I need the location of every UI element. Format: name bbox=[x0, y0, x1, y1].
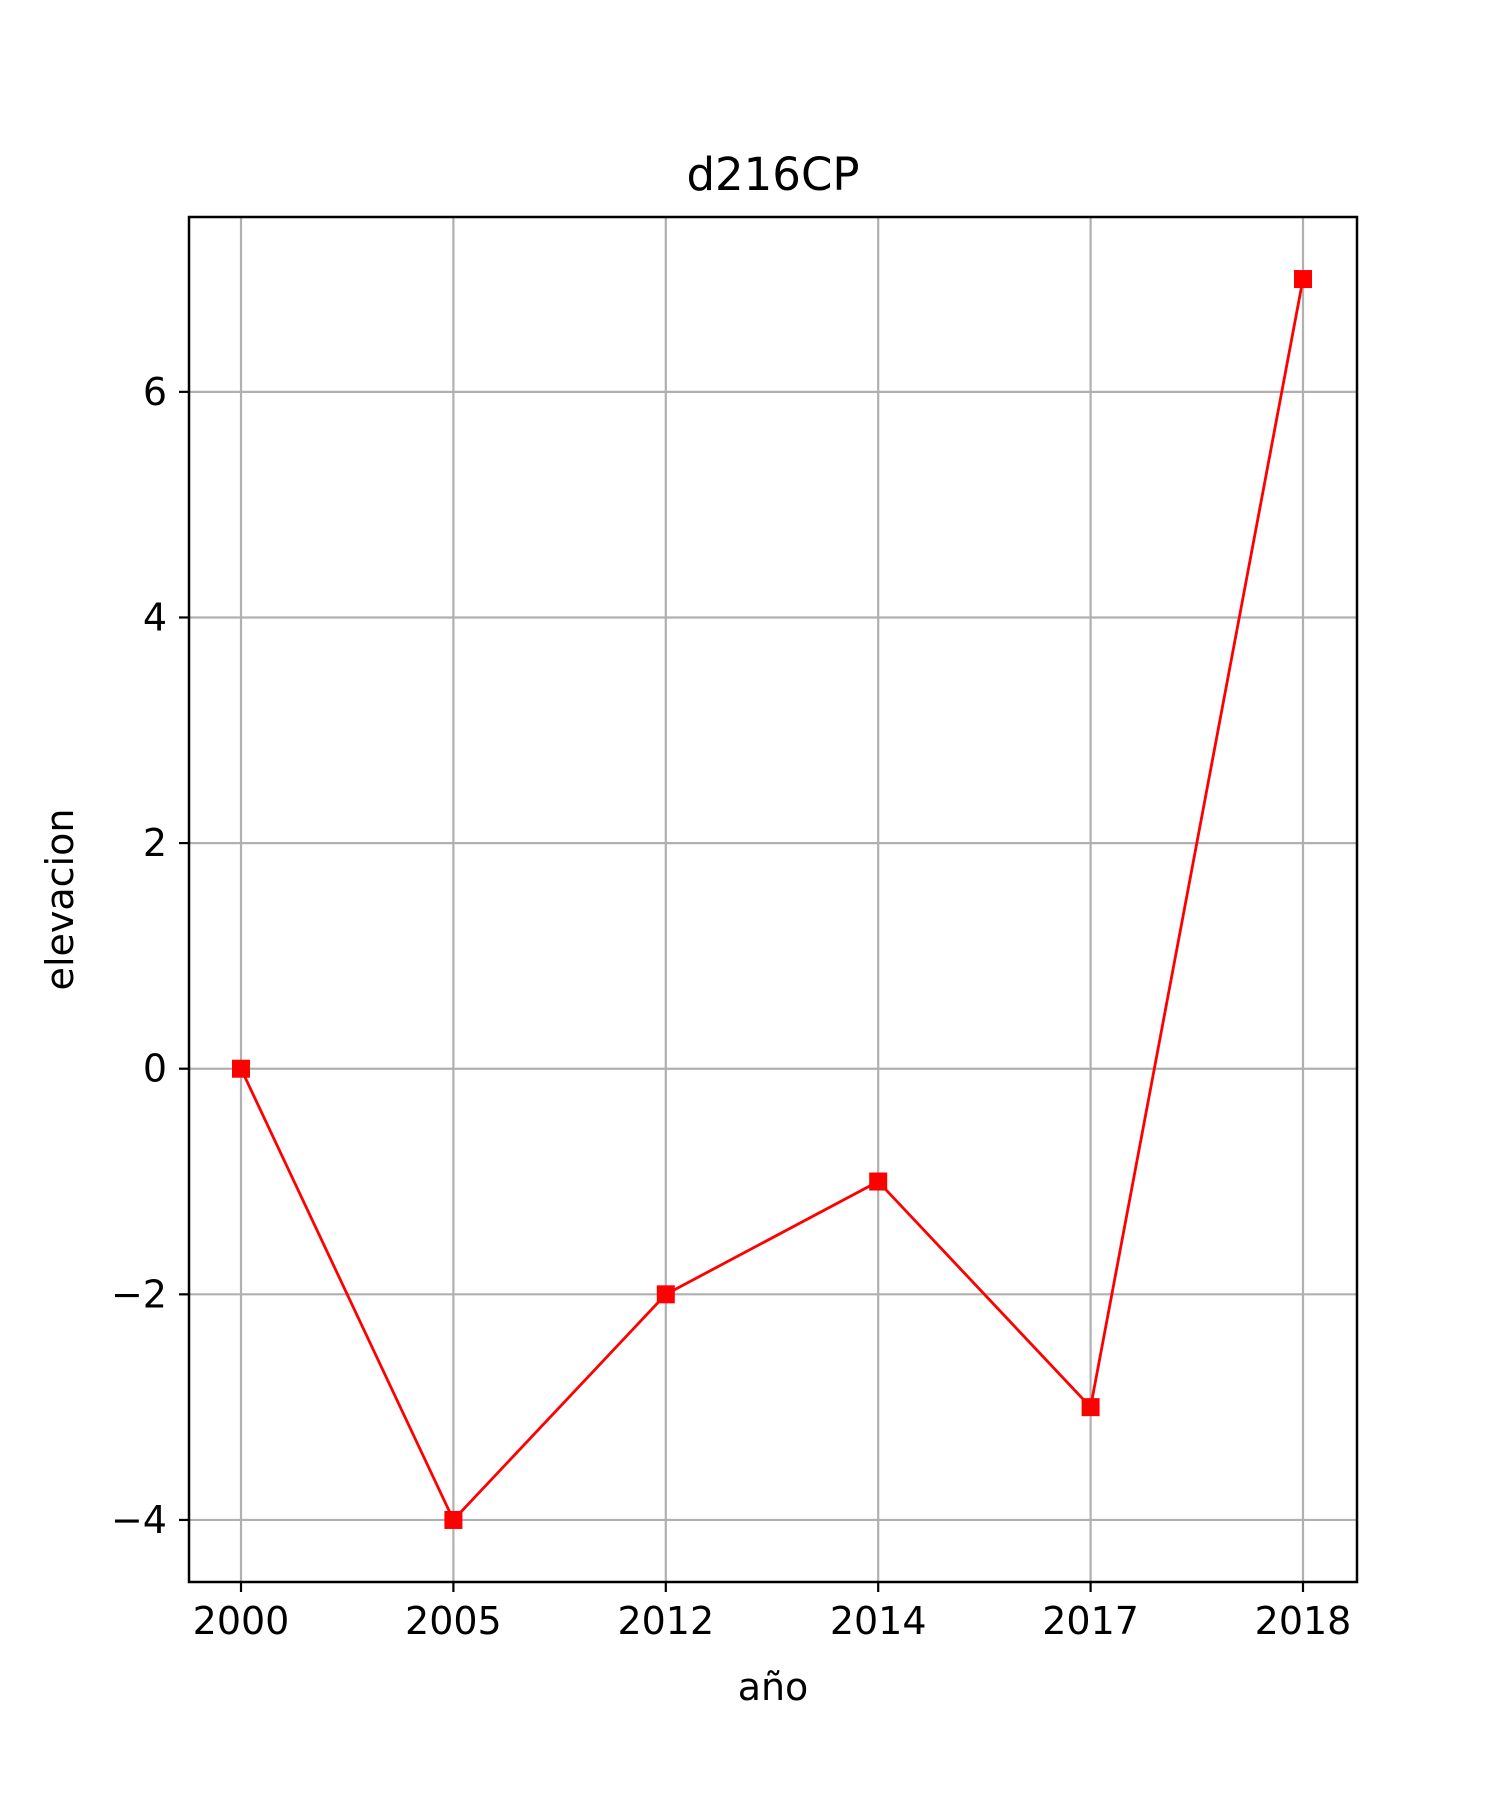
y-tick-label: 6 bbox=[143, 370, 167, 414]
y-axis-label: elevacion bbox=[38, 809, 82, 991]
x-tick-label: 2017 bbox=[1042, 1599, 1139, 1643]
data-point-marker bbox=[1294, 270, 1312, 289]
x-tick-label: 2005 bbox=[405, 1599, 502, 1643]
x-tick-label: 2000 bbox=[193, 1599, 290, 1643]
data-point-marker bbox=[656, 1285, 675, 1304]
data-point-marker bbox=[444, 1510, 463, 1529]
y-tick-label: 4 bbox=[143, 595, 167, 639]
data-point-marker bbox=[1081, 1398, 1100, 1417]
y-tick-label: −4 bbox=[111, 1498, 167, 1542]
grid bbox=[189, 217, 1357, 1582]
data-point-marker bbox=[869, 1172, 888, 1191]
y-tick-label: 2 bbox=[143, 821, 167, 865]
axes: 2000 2005 2012 2014 2017 2018 −4 −2 0 2 4 6 bbox=[111, 370, 1351, 1643]
chart-title: d216CP bbox=[686, 148, 859, 201]
data-point-marker bbox=[232, 1059, 250, 1078]
x-tick-label: 2012 bbox=[617, 1599, 714, 1643]
plot-frame bbox=[187, 215, 1359, 1584]
x-tick-label: 2018 bbox=[1255, 1599, 1352, 1643]
y-tick-label: −2 bbox=[111, 1272, 167, 1316]
x-axis-label: año bbox=[738, 1665, 809, 1709]
y-tick-label: 0 bbox=[143, 1047, 167, 1091]
series-line bbox=[239, 278, 1305, 1522]
series-layer bbox=[232, 270, 1312, 1529]
x-tick-label: 2014 bbox=[830, 1599, 927, 1643]
